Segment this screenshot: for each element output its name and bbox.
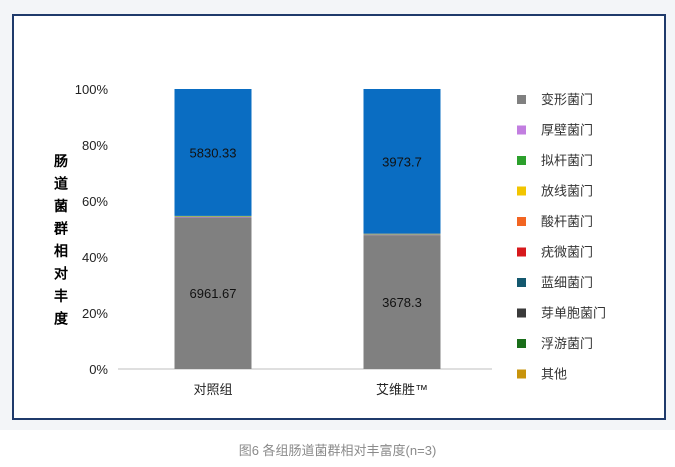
legend-swatch: [517, 308, 526, 318]
x-category-label: 对照组: [193, 382, 232, 397]
bar-segment: [363, 234, 441, 236]
data-label: 3678.3: [382, 295, 422, 310]
legend-label: 酸杆菌门: [541, 214, 593, 229]
legend-swatch: [517, 156, 526, 165]
y-tick-label: 60%: [82, 194, 108, 209]
y-tick-label: 20%: [82, 306, 108, 321]
chart-frame: [12, 14, 666, 420]
y-axis-label-char: 丰: [54, 288, 68, 304]
legend-label: 厚壁菌门: [541, 123, 593, 138]
y-axis-ticks: 0% 20% 40% 60% 80% 100%: [75, 82, 109, 377]
y-tick-label: 80%: [82, 138, 108, 153]
legend-label: 芽单胞菌门: [541, 306, 606, 321]
legend-swatch: [517, 186, 526, 196]
x-axis-categories: 对照组 艾维胜™: [193, 382, 428, 397]
bar-segment: [174, 216, 252, 218]
legend-swatch: [517, 278, 526, 287]
legend-swatch: [517, 95, 526, 104]
y-tick-label: 40%: [82, 250, 108, 265]
data-label: 3973.7: [382, 154, 422, 169]
y-axis-label-char: 相: [54, 243, 68, 259]
legend-swatch: [517, 217, 526, 226]
legend-label: 疣微菌门: [541, 245, 593, 260]
bar-segment: [174, 216, 252, 217]
bar-segment: [363, 235, 441, 369]
legend-label: 拟杆菌门: [541, 153, 593, 168]
legend-swatch: [517, 369, 526, 379]
y-axis-label-char: 群: [53, 221, 68, 237]
bar-segment: [174, 89, 252, 216]
legend-label: 浮游菌门: [541, 336, 593, 351]
x-category-label: 艾维胜™: [376, 382, 428, 397]
y-axis-label-char: 肠: [54, 153, 68, 169]
y-tick-label: 100%: [75, 82, 109, 97]
legend-label: 其他: [541, 367, 567, 382]
y-axis-label-char: 菌: [54, 198, 68, 214]
y-axis-label-char: 度: [54, 311, 69, 327]
legend-swatch: [517, 247, 526, 257]
bars: 6961.67 5830.33 3678.3 3973.7: [174, 89, 441, 369]
y-axis-label-char: 道: [54, 176, 68, 192]
legend-label: 变形菌门: [541, 92, 593, 107]
bar-segment: [363, 89, 441, 234]
legend-label: 放线菌门: [541, 184, 593, 199]
legend-swatch: [517, 125, 526, 135]
figure-caption: 图6 各组肠道菌群相对丰富度(n=3): [238, 443, 437, 458]
y-axis-label-char: 对: [54, 266, 68, 282]
legend-swatch: [517, 339, 526, 348]
data-label: 5830.33: [190, 145, 237, 160]
y-tick-label: 0%: [89, 362, 108, 377]
bar-segment: [174, 217, 252, 369]
data-label: 6961.67: [190, 286, 237, 301]
legend-label: 蓝细菌门: [541, 275, 593, 290]
